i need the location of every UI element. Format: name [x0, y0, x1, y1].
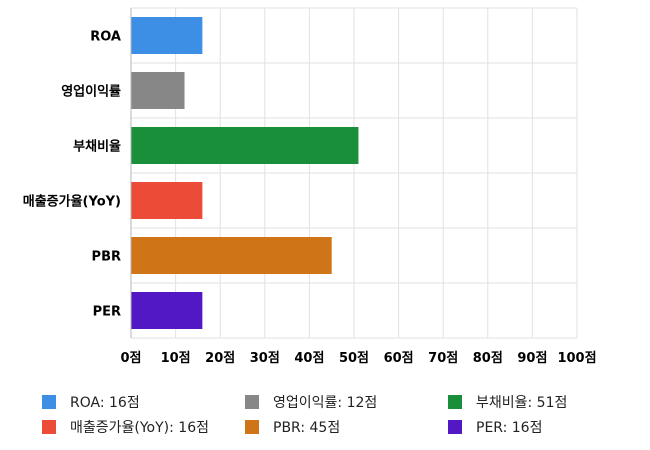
- bar: [131, 127, 359, 164]
- category-label: 매출증가율(YoY): [23, 194, 121, 210]
- legend-label: 부채비율: 51점: [476, 395, 567, 411]
- legend-swatch: [245, 395, 259, 409]
- bar: [131, 182, 203, 219]
- grid: [130, 7, 578, 339]
- bar: [131, 292, 203, 329]
- legend-swatch: [42, 420, 56, 434]
- x-tick-label: 80점: [473, 351, 503, 366]
- x-tick-label: 40점: [294, 351, 324, 366]
- x-tick-label: 50점: [339, 351, 369, 366]
- category-label: PBR: [92, 250, 121, 265]
- legend-label: 영업이익률: 12점: [273, 395, 377, 411]
- category-label: 부채비율: [73, 139, 121, 155]
- category-label: 영업이익률: [61, 84, 121, 100]
- x-tick-labels: 0점 10점 20점 30점 40점 50점 60점 70점 80점 90점 100점: [120, 351, 596, 366]
- legend-swatch: [448, 420, 462, 434]
- category-label: PER: [93, 305, 121, 320]
- legend-label: PER: 16점: [476, 420, 542, 436]
- x-tick-label: 0점: [120, 351, 141, 366]
- x-tick-label: 10점: [161, 351, 191, 366]
- x-tick-label: 70점: [428, 351, 458, 366]
- x-tick-label: 30점: [250, 351, 280, 366]
- legend-label: 매출증가율(YoY): 16점: [70, 420, 209, 436]
- legend-label: ROA: 16점: [70, 395, 140, 411]
- legend-label: PBR: 45점: [273, 420, 340, 436]
- bar: [131, 237, 332, 274]
- x-tick-label: 100점: [557, 351, 596, 366]
- x-tick-label: 60점: [384, 351, 414, 366]
- legend-swatch: [448, 395, 462, 409]
- x-tick-label: 90점: [517, 351, 547, 366]
- bar: [131, 17, 203, 54]
- bar: [131, 72, 185, 109]
- legend-swatch: [42, 395, 56, 409]
- category-label: ROA: [90, 30, 121, 45]
- x-tick-label: 20점: [205, 351, 235, 366]
- legend-swatch: [245, 420, 259, 434]
- bars: [131, 17, 359, 329]
